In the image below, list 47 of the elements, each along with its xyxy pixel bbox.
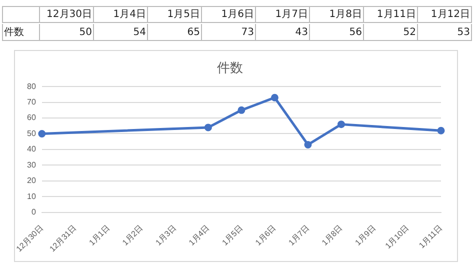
x-tick-label: 1月4日: [187, 223, 212, 248]
point: [304, 140, 312, 148]
point: [238, 106, 246, 114]
x-tick-label: 1月3日: [154, 223, 178, 248]
y-tick-label: 10: [26, 192, 36, 201]
data-label: 43: [256, 24, 310, 41]
category-label: 1月7日: [256, 6, 310, 23]
category-label: 1月8日: [310, 6, 364, 23]
y-tick-label: 20: [26, 176, 36, 186]
x-tick-label: 1月11日: [417, 223, 444, 250]
x-tick-label: 12月30日: [14, 223, 45, 254]
category-label: 1月6日: [202, 6, 256, 23]
data-label: 52: [364, 24, 418, 41]
x-tick-label: 1月2日: [120, 223, 145, 248]
y-tick-label: 70: [26, 98, 36, 107]
x-tick-label: 1月5日: [220, 223, 244, 248]
y-tick-label: 80: [26, 82, 36, 91]
y-tick-label: 60: [26, 113, 36, 122]
category-label: 1月4日: [94, 6, 148, 23]
data-label: 73: [202, 24, 256, 41]
point: [204, 124, 212, 132]
y-tick-label: 30: [26, 160, 36, 170]
point: [437, 126, 445, 134]
x-tick-label: 1月8日: [320, 223, 344, 248]
x-tick-label: 1月7日: [286, 223, 311, 248]
point: [38, 130, 46, 138]
category-label: 1月5日: [148, 6, 202, 23]
data-label: 53: [418, 24, 472, 41]
x-tick-label: 12月31日: [48, 223, 78, 254]
data-label: 54: [94, 24, 148, 41]
y-tick-label: 40: [26, 144, 36, 154]
point: [337, 120, 345, 128]
point: [270, 94, 278, 102]
data-label: 50: [40, 24, 94, 41]
y-tick-label: 0: [31, 208, 36, 217]
x-tick-label: 1月6日: [254, 223, 278, 248]
category-label: 12月30日: [40, 6, 94, 23]
text: 件数: [2, 24, 40, 41]
category-label: 1月12日: [418, 6, 472, 23]
chart-title: 件数: [217, 61, 243, 76]
x-tick-label: 1月9日: [353, 223, 378, 248]
x-tick-label: 1月1日: [87, 223, 112, 248]
category-label: 1月11日: [364, 6, 418, 23]
x-tick-label: 1月10日: [384, 223, 411, 250]
y-tick-label: 50: [26, 128, 36, 138]
data-label: 56: [310, 24, 364, 41]
data-label: 65: [148, 24, 202, 41]
